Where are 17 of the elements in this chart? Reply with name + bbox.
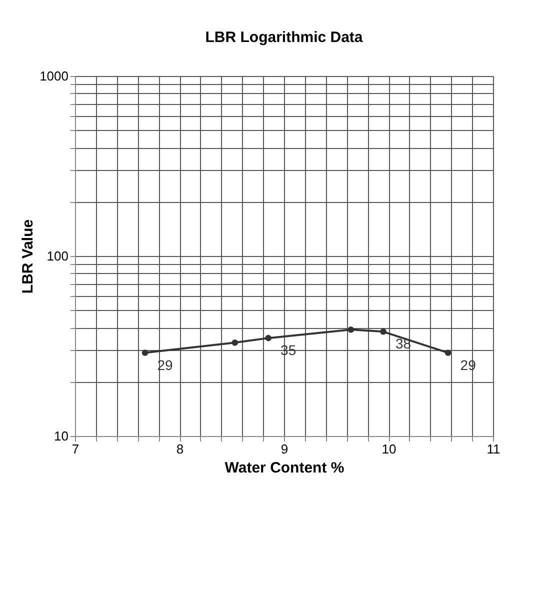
x-tick-label: 7 [72,442,80,456]
point [444,350,452,356]
x-tick-label: 9 [280,442,288,456]
y-axis-title: LBR Value [20,219,37,294]
x-tick-label: 8 [176,442,184,456]
point [265,334,272,342]
point [348,326,354,333]
y-tick-label: 10 [54,428,68,444]
point [142,350,148,356]
x-tick-label: 10 [382,442,396,456]
x-axis-title: Water Content % [224,460,344,476]
point [380,328,386,335]
y-tick-label: 1000 [40,68,68,84]
y-tick-label: 100 [46,248,68,264]
x-tick-label: 11 [486,442,500,456]
chart-title: LBR Logarithmic Data [205,29,364,46]
point [232,340,238,346]
